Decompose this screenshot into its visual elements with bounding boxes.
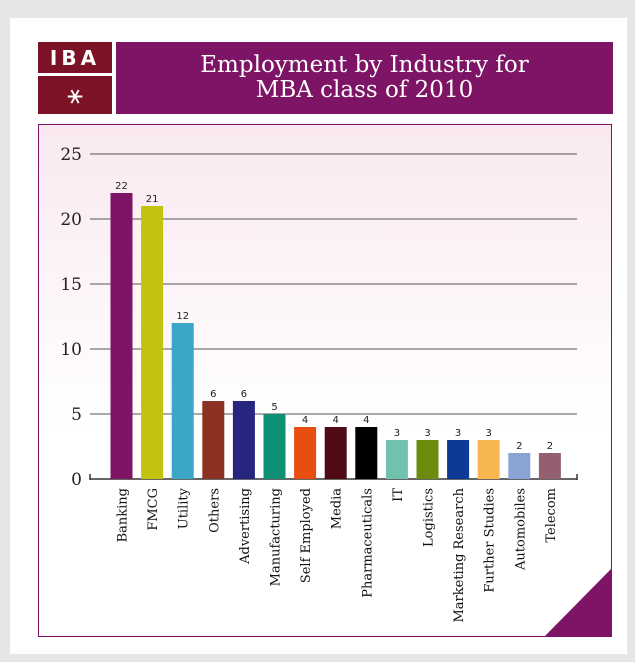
chart-title: Employment by Industry for MBA class of … xyxy=(200,52,529,103)
data-label: 2 xyxy=(516,441,522,452)
data-label: 6 xyxy=(241,389,247,400)
bar-fmcg xyxy=(141,206,164,479)
bar-advertising xyxy=(232,401,255,479)
data-label: 3 xyxy=(486,428,492,439)
bar-banking xyxy=(110,193,133,479)
x-tick-label: Marketing Research xyxy=(452,487,467,622)
x-tick-labels: Banking FMCG Utility Others Advertising Manuf… xyxy=(116,487,559,622)
x-tick-label: Banking xyxy=(116,488,131,542)
page-curl xyxy=(544,568,612,637)
bar-further-studies xyxy=(477,440,500,479)
y-tick-label: 20 xyxy=(60,210,82,230)
x-tick-label: Self Employed xyxy=(299,488,314,583)
data-label: 6 xyxy=(210,389,216,400)
data-label: 4 xyxy=(363,415,369,426)
bar-self-employed xyxy=(294,427,317,479)
x-tick-label: FMCG xyxy=(146,488,161,531)
bar-it xyxy=(385,440,408,479)
data-label: 4 xyxy=(333,415,339,426)
bar-manufacturing xyxy=(263,414,286,479)
data-label: 3 xyxy=(455,428,461,439)
logo-text: IBA xyxy=(49,46,101,70)
x-tick-label: Advertising xyxy=(238,488,253,565)
y-tick-label: 25 xyxy=(60,145,82,165)
bar-automobiles xyxy=(508,453,531,479)
data-label: 12 xyxy=(176,311,189,322)
x-tick-label: Manufacturing xyxy=(269,488,284,586)
x-tick-label: Utility xyxy=(177,487,192,529)
bar-marketing-research xyxy=(447,440,470,479)
x-tick-label: Others xyxy=(207,488,222,533)
data-label: 3 xyxy=(424,428,430,439)
bar-pharmaceuticals xyxy=(355,427,378,479)
y-tick-label: 15 xyxy=(60,275,82,295)
data-label: 21 xyxy=(146,194,159,205)
data-label: 3 xyxy=(394,428,400,439)
y-tick-label: 5 xyxy=(71,405,82,425)
bars xyxy=(110,193,561,479)
data-label: 2 xyxy=(547,441,553,452)
bar-logistics xyxy=(416,440,439,479)
x-tick-label: Further Studies xyxy=(483,488,498,593)
bar-utility xyxy=(171,323,194,479)
x-tick-label: Pharmaceuticals xyxy=(360,488,375,598)
bar-others xyxy=(202,401,225,479)
x-tick-label: IT xyxy=(391,488,406,502)
y-tick-label: 0 xyxy=(71,470,82,490)
y-tick-label: 10 xyxy=(60,340,82,360)
iba-emblem-icon: ⚹ xyxy=(67,80,83,110)
iba-logo: IBA ⚹ xyxy=(38,42,112,114)
logo-divider xyxy=(38,73,112,76)
y-tick-labels: 0 5 10 15 20 25 xyxy=(60,145,82,490)
chart-panel xyxy=(38,124,612,637)
x-tick-label: Automobiles xyxy=(513,488,528,571)
x-tick-label: Telecom xyxy=(544,488,559,543)
x-tick-label: Media xyxy=(330,488,345,529)
bar-telecom xyxy=(538,453,561,479)
data-label: 4 xyxy=(302,415,308,426)
bar-media xyxy=(324,427,347,479)
x-tick-label: Logistics xyxy=(422,488,437,547)
title-bar: Employment by Industry for MBA class of … xyxy=(116,42,613,114)
data-label: 5 xyxy=(271,402,277,413)
data-label: 22 xyxy=(115,181,128,192)
